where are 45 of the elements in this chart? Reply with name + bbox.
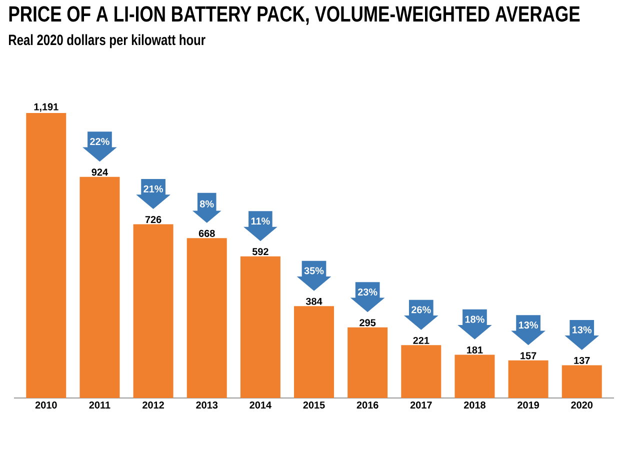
annotation: 8% (200, 200, 214, 208)
bar (26, 112, 66, 398)
bar (186, 238, 227, 398)
x-tick-label: 2014 (250, 402, 272, 409)
annotation: 21% (144, 185, 163, 192)
data-label: 726 (145, 216, 162, 224)
chart-title: PRICE OF A LI-ION BATTERY PACK, VOLUME-WEIGHTED AVERAGE (9, 6, 580, 25)
annotation: 18% (465, 316, 484, 323)
data-label: 137 (574, 356, 590, 364)
data-label: 295 (360, 319, 376, 326)
annotation: 13% (518, 322, 538, 329)
annotation: 35% (304, 267, 324, 274)
bar (508, 360, 548, 398)
annotation: 11% (251, 218, 270, 225)
annotation: 26% (412, 306, 431, 314)
bar (562, 365, 602, 398)
x-tick-label: 2015 (303, 402, 325, 409)
bar (348, 327, 388, 398)
x-tick-label: 2010 (35, 402, 57, 409)
bar (401, 345, 442, 398)
bar (133, 224, 174, 398)
bar (240, 256, 280, 398)
data-label: 1,191 (34, 103, 58, 112)
data-label: 668 (198, 230, 215, 237)
x-tick-label: 2019 (518, 402, 539, 409)
bar (80, 176, 120, 398)
x-tick-label: 2020 (571, 402, 593, 409)
x-tick-label: 2013 (196, 402, 218, 409)
bar (454, 354, 495, 398)
data-label: 157 (520, 352, 536, 360)
data-label: 221 (413, 336, 430, 344)
bar (294, 306, 334, 398)
x-tick-label: 2017 (410, 402, 432, 409)
x-tick-label: 2011 (89, 402, 110, 409)
x-tick-label: 2012 (142, 402, 164, 409)
x-tick-label: 2016 (356, 402, 378, 409)
annotation: 22% (90, 138, 110, 146)
data-label: 592 (252, 248, 268, 256)
data-label: 384 (306, 298, 322, 305)
data-label: 924 (92, 168, 108, 176)
data-label: 181 (467, 346, 483, 354)
chart-subtitle: Real 2020 dollars per kilowatt hour (8, 34, 206, 48)
annotation: 23% (358, 288, 378, 296)
annotation: 13% (572, 326, 592, 334)
x-tick-label: 2018 (464, 402, 486, 409)
